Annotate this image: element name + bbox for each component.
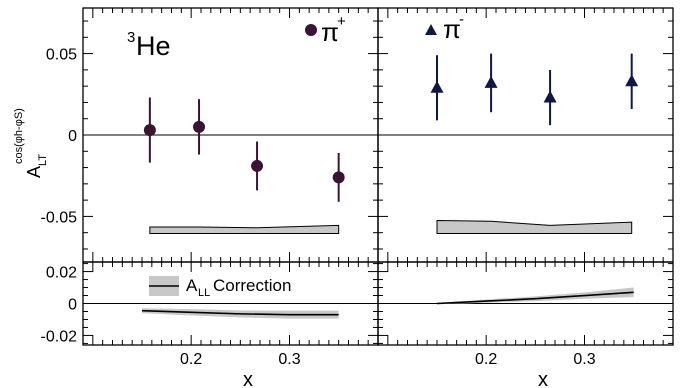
y-tick-label: -0.05 bbox=[41, 209, 78, 226]
correction-band bbox=[437, 287, 634, 305]
panel-label-sup: 3 bbox=[127, 29, 135, 46]
y-axis-label-main: A bbox=[24, 166, 44, 178]
y-tick-label: -0.02 bbox=[41, 328, 78, 345]
legend-label-sup: + bbox=[337, 13, 346, 30]
correction-line bbox=[141, 309, 339, 316]
legend-label: π bbox=[443, 14, 461, 44]
y-tick-label: 0.02 bbox=[46, 265, 77, 282]
y-tick-label: 0 bbox=[68, 297, 77, 314]
x-tick-label: 0.2 bbox=[475, 351, 497, 368]
systematic-band bbox=[149, 224, 340, 235]
y-axis-label: ALT cos(φh-φS) bbox=[13, 108, 49, 178]
data-point bbox=[543, 90, 557, 103]
panel-label-main: He bbox=[136, 31, 171, 61]
legend-marker-circle bbox=[305, 24, 317, 36]
data-point bbox=[625, 74, 639, 87]
x-tick-label: 0.2 bbox=[180, 351, 202, 368]
legend-label-sup: - bbox=[459, 11, 464, 28]
data-point bbox=[484, 75, 498, 88]
y-tick-label: 0 bbox=[68, 128, 77, 145]
data-point bbox=[143, 124, 156, 137]
legend-label-sub: LL bbox=[198, 287, 210, 299]
legend-marker-triangle bbox=[425, 24, 437, 35]
legend-label-rest: Correction bbox=[213, 276, 291, 295]
legend-label: π bbox=[321, 17, 339, 47]
data-point bbox=[251, 159, 264, 172]
x-tick-label: 0.3 bbox=[573, 351, 595, 368]
data-point bbox=[430, 80, 444, 93]
correction-line bbox=[436, 291, 634, 305]
legend-label-main: A bbox=[186, 276, 198, 295]
y-axis-label-sup: cos(φh-φS) bbox=[13, 108, 25, 164]
x-axis-label: x bbox=[243, 369, 253, 388]
panel-label-3he: 3 He bbox=[127, 29, 171, 61]
legend-pi-plus: π+ bbox=[305, 13, 346, 47]
x-tick-label: 0.3 bbox=[278, 351, 300, 368]
y-tick-label: 0.05 bbox=[46, 47, 77, 64]
systematic-band bbox=[436, 219, 633, 235]
y-axis-label-sub: LT bbox=[37, 154, 49, 166]
x-axis-label: x bbox=[538, 369, 548, 388]
data-point bbox=[332, 171, 345, 184]
legend-all-correction: A LL Correction bbox=[149, 276, 291, 299]
data-point bbox=[193, 120, 206, 133]
legend-pi-minus: π- bbox=[425, 11, 464, 44]
